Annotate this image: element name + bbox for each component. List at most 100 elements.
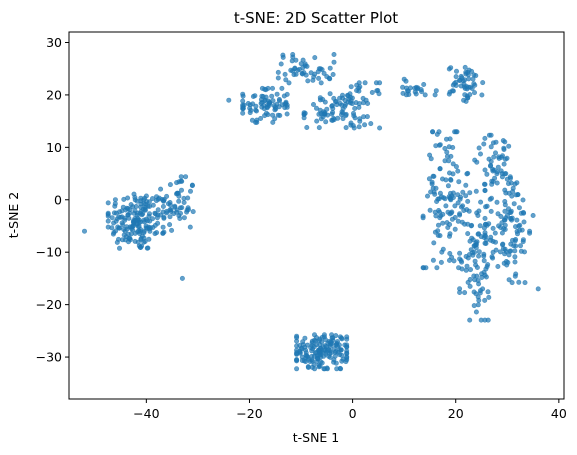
scatter-point [465, 279, 471, 285]
scatter-point [465, 70, 471, 76]
scatter-point [499, 174, 505, 180]
scatter-point [502, 199, 508, 205]
scatter-point [435, 222, 441, 228]
scatter-point [477, 223, 483, 229]
scatter-point [455, 192, 461, 198]
scatter-point [164, 210, 170, 216]
scatter-point [489, 178, 495, 184]
scatter-point [135, 210, 141, 216]
scatter-point [125, 206, 131, 212]
scatter-point [467, 283, 473, 289]
scatter-point [437, 233, 443, 239]
scatter-point [413, 91, 419, 97]
scatter-point [457, 250, 463, 256]
scatter-point [467, 317, 473, 323]
scatter-point [443, 177, 449, 183]
scatter-point [462, 92, 468, 98]
scatter-point [490, 255, 496, 261]
scatter-point [520, 197, 526, 203]
scatter-point [187, 224, 193, 230]
scatter-point [309, 340, 315, 346]
scatter-point [488, 159, 494, 165]
scatter-point [112, 197, 118, 203]
scatter-point [465, 231, 471, 237]
scatter-point [278, 61, 284, 67]
scatter-point [486, 294, 492, 300]
scatter-point [431, 173, 437, 179]
scatter-point [312, 350, 318, 356]
scatter-point [453, 74, 459, 80]
y-tick-label: 30 [46, 35, 62, 50]
scatter-point [314, 118, 320, 124]
scatter-point [356, 88, 362, 94]
scatter-point [245, 101, 251, 107]
scatter-point [134, 198, 140, 204]
scatter-point [521, 219, 527, 225]
scatter-point [426, 176, 432, 182]
scatter-point [364, 114, 370, 120]
y-tick-label: −30 [36, 350, 62, 365]
scatter-point [190, 209, 196, 215]
scatter-point [160, 204, 166, 210]
scatter-point [117, 225, 123, 231]
scatter-point [487, 196, 493, 202]
scatter-point [266, 102, 272, 108]
scatter-point [483, 221, 489, 227]
scatter-point [315, 356, 321, 362]
scatter-point [434, 265, 440, 271]
scatter-point [482, 167, 488, 173]
scatter-point [337, 101, 343, 107]
scatter-point [305, 78, 311, 84]
scatter-point [161, 215, 167, 221]
scatter-point [324, 74, 330, 80]
scatter-point [459, 266, 465, 272]
scatter-point [457, 256, 463, 262]
scatter-point [517, 243, 523, 249]
scatter-point [481, 258, 487, 264]
scatter-point [462, 221, 468, 227]
scatter-point [169, 227, 175, 233]
scatter-point [150, 196, 156, 202]
scatter-point [509, 280, 515, 286]
scatter-point [438, 259, 444, 265]
x-tick-label: 40 [551, 406, 567, 421]
scatter-point [300, 57, 306, 63]
scatter-point [333, 333, 339, 339]
scatter-point [339, 358, 345, 364]
scatter-point [429, 181, 435, 187]
scatter-point [179, 275, 185, 281]
scatter-point [329, 103, 335, 109]
scatter-point [369, 90, 375, 96]
scatter-point [351, 113, 357, 119]
scatter-point [337, 334, 343, 340]
scatter-point [450, 161, 456, 167]
scatter-point [147, 211, 153, 217]
scatter-point [343, 111, 349, 117]
scatter-point [316, 66, 322, 72]
scatter-point [475, 213, 481, 219]
scatter-point [155, 220, 161, 226]
y-tick-label: 10 [46, 140, 62, 155]
scatter-point [476, 249, 482, 255]
scatter-point [466, 208, 472, 214]
scatter-point [294, 347, 300, 353]
y-tick-label: 20 [46, 87, 62, 102]
scatter-point [167, 182, 173, 188]
chart-title: t-SNE: 2D Scatter Plot [234, 9, 398, 27]
scatter-point [481, 141, 487, 147]
scatter-point [473, 262, 479, 268]
scatter-point [491, 154, 497, 160]
scatter-point [418, 87, 424, 93]
scatter-point [476, 253, 482, 259]
scatter-point [265, 85, 271, 91]
scatter-point [276, 97, 282, 103]
scatter-point [443, 203, 449, 209]
scatter-point [400, 90, 406, 96]
scatter-point [455, 168, 461, 174]
y-tick-label: −10 [36, 245, 62, 260]
scatter-point [422, 92, 428, 98]
scatter-point [511, 201, 517, 207]
scatter-point [504, 262, 510, 268]
scatter-point [275, 112, 281, 118]
scatter-point [138, 201, 144, 207]
